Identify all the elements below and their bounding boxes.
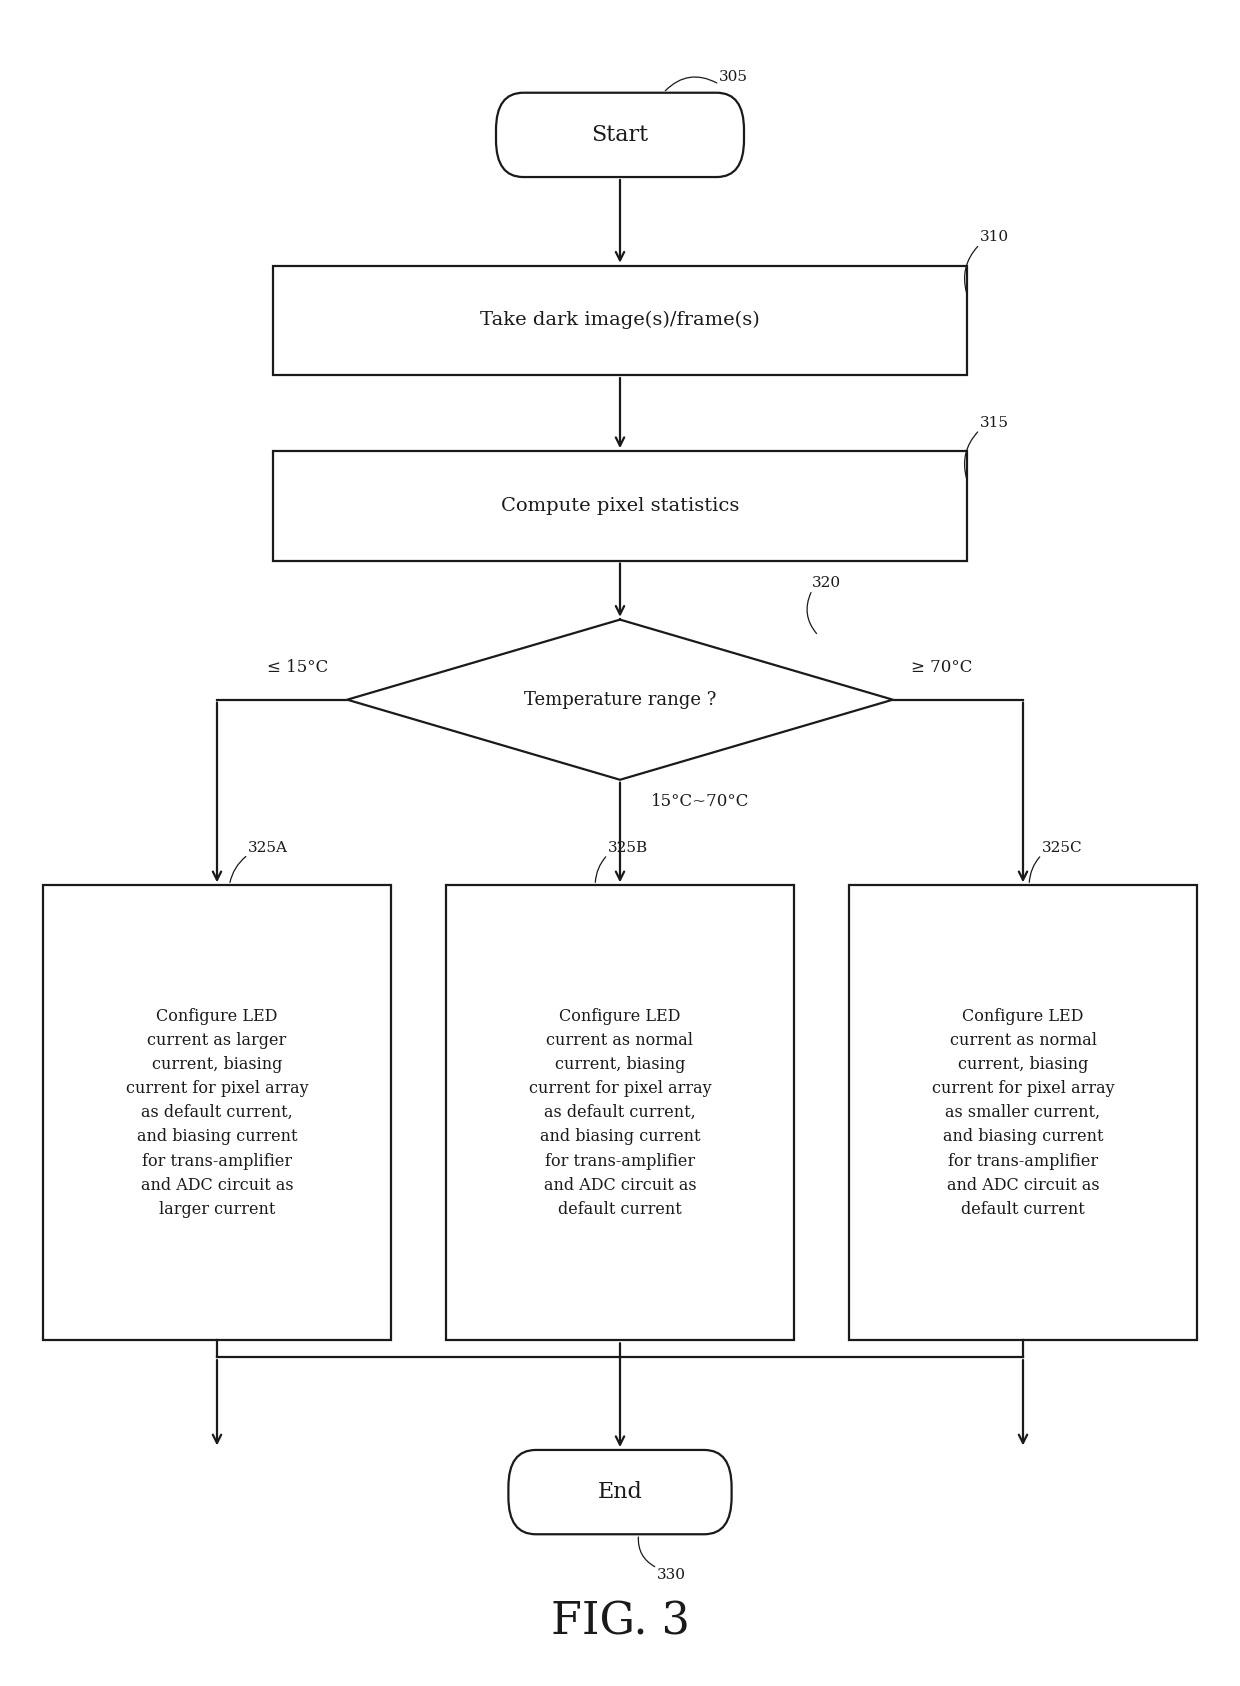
FancyBboxPatch shape (508, 1450, 732, 1534)
FancyBboxPatch shape (496, 93, 744, 177)
Text: 310: 310 (980, 231, 1008, 244)
Text: 325C: 325C (1042, 841, 1083, 855)
Text: FIG. 3: FIG. 3 (551, 1600, 689, 1644)
Text: 325A: 325A (248, 841, 288, 855)
Text: Compute pixel statistics: Compute pixel statistics (501, 497, 739, 514)
Text: 320: 320 (812, 577, 841, 590)
Text: ≤ 15°C: ≤ 15°C (268, 659, 329, 676)
Bar (273, 265, 967, 374)
Bar (446, 885, 794, 1340)
Bar (849, 885, 1197, 1340)
Text: 330: 330 (657, 1568, 686, 1581)
Bar (43, 885, 391, 1340)
Text: 315: 315 (980, 416, 1008, 430)
Text: End: End (598, 1480, 642, 1504)
Text: Configure LED
current as larger
current, biasing
current for pixel array
as defa: Configure LED current as larger current,… (125, 1008, 309, 1217)
Text: 305: 305 (719, 71, 748, 84)
Text: Configure LED
current as normal
current, biasing
current for pixel array
as smal: Configure LED current as normal current,… (931, 1008, 1115, 1217)
Text: 325B: 325B (608, 841, 647, 855)
Text: Start: Start (591, 123, 649, 147)
Text: Temperature range ?: Temperature range ? (523, 691, 717, 708)
Bar (273, 450, 967, 560)
Text: ≥ 70°C: ≥ 70°C (911, 659, 972, 676)
Text: Take dark image(s)/frame(s): Take dark image(s)/frame(s) (480, 312, 760, 329)
Text: 15°C~70°C: 15°C~70°C (651, 794, 749, 811)
Text: Configure LED
current as normal
current, biasing
current for pixel array
as defa: Configure LED current as normal current,… (528, 1008, 712, 1217)
